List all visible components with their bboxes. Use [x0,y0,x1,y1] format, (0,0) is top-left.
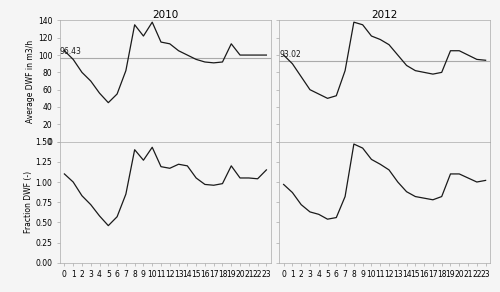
Text: 96.43: 96.43 [60,47,82,56]
Y-axis label: Average DWF in m3/h: Average DWF in m3/h [26,39,35,123]
Title: 2010: 2010 [152,10,178,20]
Text: 93.02: 93.02 [279,51,301,59]
Y-axis label: Fraction DWF (-): Fraction DWF (-) [24,171,32,233]
Title: 2012: 2012 [372,10,398,20]
